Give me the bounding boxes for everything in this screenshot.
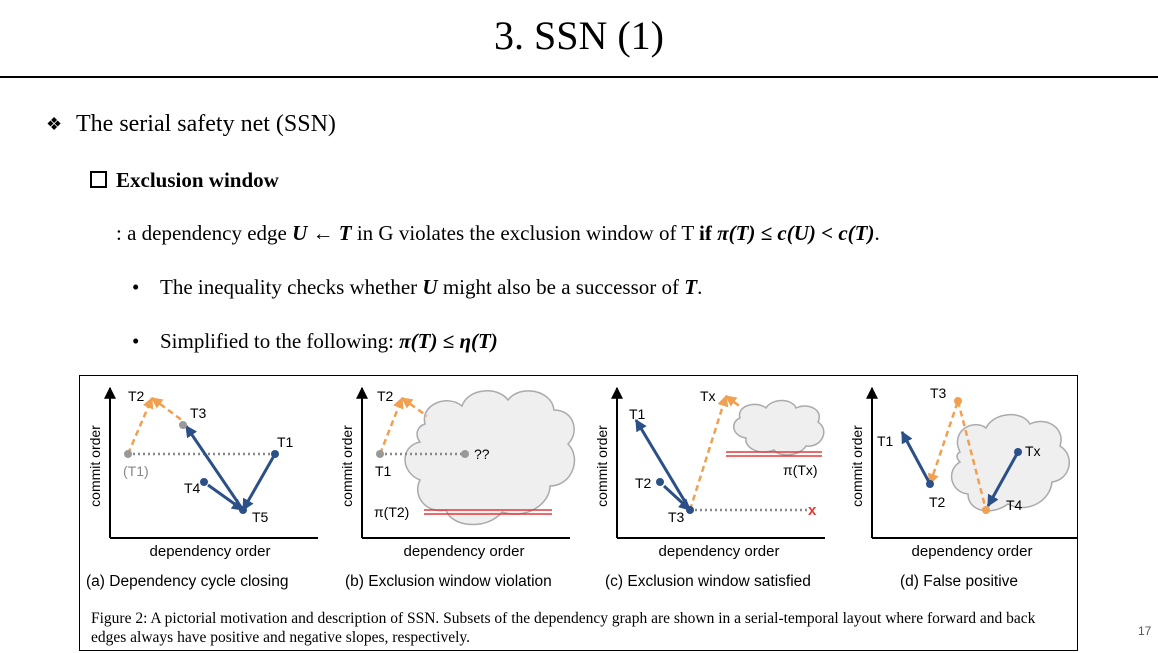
label-t1: T1 — [277, 434, 294, 450]
y-axis-label: commit order — [849, 425, 865, 507]
back-edge — [662, 484, 692, 512]
label-t3: T3 — [190, 405, 207, 421]
title-divider — [0, 76, 1158, 78]
figure-diagram: commit order dependency order T2 T3 T1 (… — [86, 385, 1077, 590]
node-t3 — [179, 421, 187, 429]
checkbox-bullet-icon — [90, 171, 107, 188]
panel-b: commit order dependency order ?? T2 T1 π… — [339, 386, 576, 560]
label-tx: Tx — [1025, 443, 1041, 459]
point-var: T — [684, 275, 698, 299]
label-t4: T4 — [184, 480, 201, 496]
label-t4: T4 — [1006, 497, 1023, 513]
label-t2: T2 — [128, 388, 145, 404]
definition-keyword: if — [699, 221, 712, 245]
label-t5: T5 — [252, 509, 269, 525]
point-var: U — [422, 275, 438, 299]
point-text: Simplified to the following: — [160, 329, 400, 353]
x-axis-label: dependency order — [404, 543, 525, 560]
node-t1 — [271, 450, 279, 458]
panel-d: commit order dependency order T3 T1 Tx T… — [849, 385, 1077, 560]
subheading-text: Exclusion window — [116, 168, 279, 192]
figure-caption: Figure 2: A pictorial motivation and des… — [91, 610, 1036, 646]
label-t2: T2 — [377, 388, 394, 404]
node-t5 — [239, 506, 247, 514]
slide-title: 3. SSN (1) — [493, 13, 665, 58]
label-unknown: ?? — [474, 446, 490, 462]
definition-middle: in G violates the exclusion window of T — [351, 221, 700, 245]
list-item: • The inequality checks whether U might a… — [132, 272, 702, 302]
forward-edge — [126, 396, 154, 455]
x-axis-label: dependency order — [659, 543, 780, 560]
node-t4 — [982, 506, 990, 514]
list-item: • Simplified to the following: π(T) ≤ η(T… — [132, 326, 498, 356]
forward-edge — [151, 396, 184, 423]
definition-edge: U ← T — [292, 221, 352, 245]
label-t2: T2 — [635, 475, 652, 491]
forward-edge — [688, 394, 729, 511]
node-t2 — [656, 478, 664, 486]
definition-prefix: : a dependency edge — [116, 221, 293, 245]
label-t2: T2 — [929, 494, 946, 510]
definition-suffix: . — [874, 221, 880, 245]
back-edge — [900, 430, 932, 485]
subcaption-d: (d) False positive — [900, 573, 1018, 590]
label-t1-ghost: (T1) — [123, 463, 149, 479]
node-t1 — [376, 450, 384, 458]
x-axis-label: dependency order — [150, 543, 271, 560]
cross-mark: x — [808, 502, 817, 519]
definition-line: : a dependency edge U ← T in G violates … — [116, 218, 880, 248]
node-t4 — [200, 478, 208, 486]
figure: commit order dependency order T2 T3 T1 (… — [79, 375, 1078, 651]
label-t1: T1 — [877, 433, 894, 449]
subcaption-a: (a) Dependency cycle closing — [86, 573, 288, 590]
main-bullet: ❖ The serial safety net (SSN) — [46, 108, 336, 140]
forward-edge — [725, 395, 743, 409]
label-t3: T3 — [930, 385, 947, 401]
y-axis-label: commit order — [594, 425, 610, 507]
back-edge — [634, 418, 692, 511]
bullet-dot-icon: • — [132, 329, 140, 353]
point-text: The inequality checks whether — [160, 275, 423, 299]
subcaption-c: (c) Exclusion window satisfied — [605, 573, 811, 590]
back-edge — [986, 451, 1020, 508]
label-t1: T1 — [629, 406, 646, 422]
y-axis-label: commit order — [87, 425, 103, 507]
definition-condition: π(T) ≤ c(U) < c(T) — [717, 221, 875, 245]
back-edge — [241, 453, 277, 512]
forward-edge — [956, 400, 988, 511]
node-tx — [1014, 448, 1022, 456]
node-unknown — [461, 450, 469, 458]
back-edge — [184, 425, 245, 511]
main-bullet-text: The serial safety net (SSN) — [76, 111, 336, 137]
label-t1: T1 — [375, 463, 392, 479]
page-number: 17 — [1138, 624, 1152, 638]
label-pi-tx: π(Tx) — [783, 462, 818, 478]
forward-edge — [927, 400, 960, 486]
diamond-bullet-icon: ❖ — [46, 114, 63, 134]
bullet-dot-icon: • — [132, 275, 140, 299]
node-t3 — [686, 506, 694, 514]
label-tx: Tx — [700, 388, 716, 404]
forward-edge — [401, 396, 428, 418]
y-axis-label: commit order — [339, 425, 355, 507]
forward-edge — [378, 396, 404, 455]
subcaption-b: (b) Exclusion window violation — [345, 573, 552, 590]
point-text: might also be a successor of — [437, 275, 685, 299]
node-t1-ghost — [124, 450, 132, 458]
back-edge — [207, 483, 244, 512]
point-text: . — [697, 275, 703, 299]
node-t3 — [954, 397, 962, 405]
label-pi-t2: π(T2) — [374, 504, 409, 520]
node-t2 — [926, 480, 934, 488]
x-axis-label: dependency order — [912, 543, 1033, 560]
panel-a: commit order dependency order T2 T3 T1 (… — [87, 386, 318, 560]
panel-c: commit order dependency order x Tx T1 T2… — [594, 386, 825, 560]
cloud — [404, 390, 576, 526]
cloud — [733, 399, 825, 456]
subheading: Exclusion window — [90, 166, 279, 194]
label-t3: T3 — [668, 509, 685, 525]
point-formula: π(T) ≤ η(T) — [399, 329, 498, 353]
